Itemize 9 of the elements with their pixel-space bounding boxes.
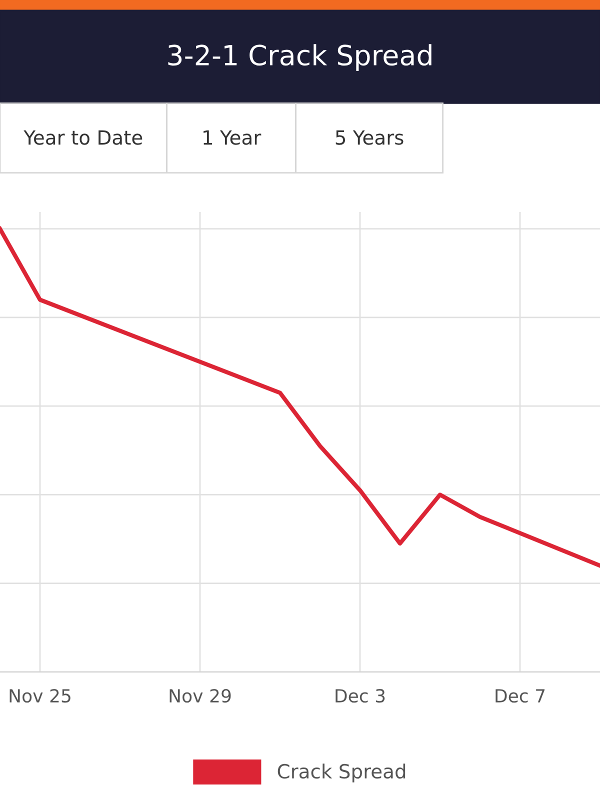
x-tick-label: Nov 25 <box>10 688 70 703</box>
x-tick-label: Dec 7 <box>496 689 545 703</box>
text: Year to Date <box>24 130 142 145</box>
x-tick-label: Nov 29 <box>170 688 231 703</box>
legend-label: Crack Spread <box>278 764 406 782</box>
text: 5 Years <box>336 130 404 145</box>
x-tick-label: Dec 3 <box>336 688 385 703</box>
text: 1 Year <box>204 130 262 145</box>
chart-title: 3-2-1 Crack Spread <box>168 44 432 72</box>
